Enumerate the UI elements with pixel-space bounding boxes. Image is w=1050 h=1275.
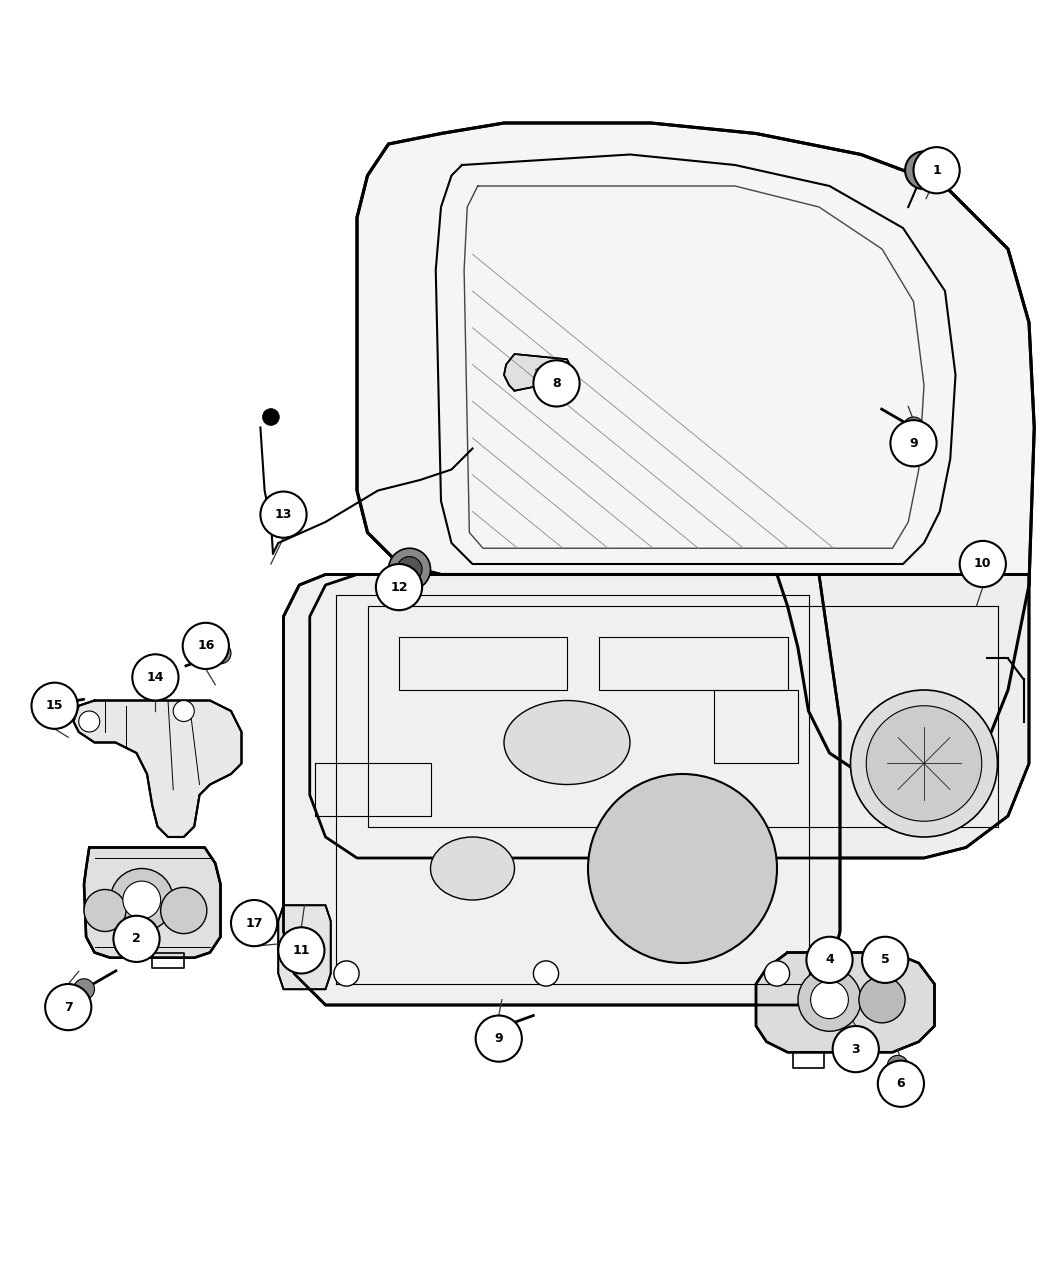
Polygon shape <box>756 952 934 1052</box>
Circle shape <box>123 881 161 919</box>
Text: 1: 1 <box>932 163 941 177</box>
Circle shape <box>764 961 790 986</box>
Polygon shape <box>357 122 1034 784</box>
Circle shape <box>476 1015 522 1062</box>
Circle shape <box>960 541 1006 587</box>
Circle shape <box>488 1017 509 1039</box>
Text: 14: 14 <box>147 671 164 683</box>
Circle shape <box>37 695 58 717</box>
Circle shape <box>278 927 324 974</box>
Circle shape <box>210 643 231 664</box>
Text: 13: 13 <box>275 509 292 521</box>
Text: 9: 9 <box>909 437 918 450</box>
Circle shape <box>533 361 580 407</box>
Circle shape <box>862 937 908 983</box>
Circle shape <box>183 622 229 669</box>
Circle shape <box>388 548 430 590</box>
Ellipse shape <box>504 700 630 784</box>
Circle shape <box>376 564 422 611</box>
Circle shape <box>833 1026 879 1072</box>
Polygon shape <box>74 700 242 836</box>
Circle shape <box>905 152 943 189</box>
Circle shape <box>84 890 126 932</box>
Circle shape <box>890 421 937 467</box>
Text: 5: 5 <box>881 954 889 966</box>
Circle shape <box>79 711 100 732</box>
Text: 16: 16 <box>197 639 214 653</box>
Circle shape <box>260 492 307 538</box>
Circle shape <box>45 984 91 1030</box>
Text: 6: 6 <box>897 1077 905 1090</box>
Polygon shape <box>278 905 331 989</box>
Circle shape <box>533 961 559 986</box>
Text: 12: 12 <box>391 580 407 594</box>
Text: 2: 2 <box>132 932 141 945</box>
Circle shape <box>262 408 279 426</box>
Text: 4: 4 <box>825 954 834 966</box>
Text: 10: 10 <box>974 557 991 570</box>
Circle shape <box>914 147 960 194</box>
Text: 11: 11 <box>293 944 310 958</box>
Circle shape <box>850 690 997 836</box>
Text: 9: 9 <box>495 1031 503 1046</box>
Circle shape <box>811 980 848 1019</box>
Circle shape <box>397 557 422 581</box>
Circle shape <box>231 900 277 946</box>
Circle shape <box>173 700 194 722</box>
Circle shape <box>887 1056 908 1076</box>
Circle shape <box>588 774 777 963</box>
Circle shape <box>878 1061 924 1107</box>
Circle shape <box>806 937 853 983</box>
Circle shape <box>859 977 905 1023</box>
Circle shape <box>113 915 160 961</box>
Circle shape <box>798 968 861 1031</box>
Circle shape <box>334 961 359 986</box>
Polygon shape <box>504 354 572 390</box>
Circle shape <box>132 654 179 700</box>
Circle shape <box>32 682 78 729</box>
Polygon shape <box>84 848 220 958</box>
Polygon shape <box>284 575 840 1005</box>
Ellipse shape <box>430 836 514 900</box>
Circle shape <box>903 417 924 439</box>
Text: 8: 8 <box>552 377 561 390</box>
Polygon shape <box>310 575 1029 858</box>
Text: 3: 3 <box>852 1043 860 1056</box>
Text: 15: 15 <box>46 699 63 713</box>
Circle shape <box>866 706 982 821</box>
Text: 17: 17 <box>246 917 262 929</box>
Circle shape <box>161 887 207 933</box>
Text: 7: 7 <box>64 1001 72 1014</box>
Circle shape <box>74 979 94 1000</box>
Circle shape <box>110 868 173 932</box>
